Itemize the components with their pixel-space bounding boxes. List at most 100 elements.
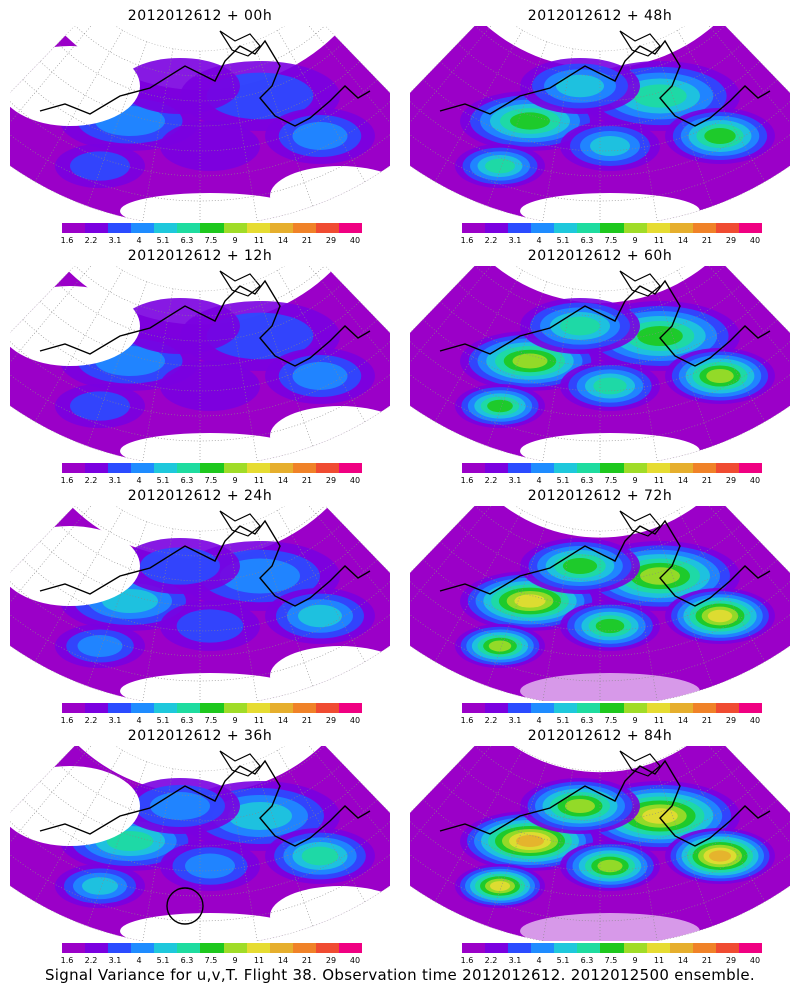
- colorbar-label: 11: [253, 476, 265, 485]
- colorbar-label: 11: [253, 716, 265, 725]
- colorbar-labels: 1.6 2.2 3.1 4 5.1 6.3 7.5 9 11 14 21 29 40: [55, 236, 367, 245]
- colorbar-label: 14: [677, 476, 689, 485]
- colorbar-label: 9: [632, 956, 638, 965]
- colorbar-label: 6.3: [180, 716, 194, 725]
- colorbar-label: 2.2: [484, 476, 498, 485]
- colorbar-label: 14: [677, 236, 689, 245]
- colorbar-label: 21: [701, 236, 713, 245]
- colorbar-label: 29: [325, 476, 337, 485]
- colorbar-label: 3.1: [508, 956, 522, 965]
- colorbar-label: 7.5: [204, 716, 218, 725]
- colorbar-label: 1.6: [60, 956, 74, 965]
- forecast-panel: 2012012612 + 00h 1.6 2.2 3.1 4 5.1 6.3 7.5 9 11 14…: [0, 0, 400, 245]
- colorbar-label: 40: [349, 716, 361, 725]
- colorbar-label: 2.2: [484, 236, 498, 245]
- colorbar-label: 7.5: [604, 476, 618, 485]
- colorbar-labels: 1.6 2.2 3.1 4 5.1 6.3 7.5 9 11 14 21 29 40: [455, 236, 767, 245]
- colorbar: [62, 463, 363, 473]
- colorbar-label: 21: [301, 236, 313, 245]
- colorbar-label: 4: [136, 956, 142, 965]
- colorbar-label: 40: [749, 476, 761, 485]
- colorbar-label: 3.1: [508, 236, 522, 245]
- colorbar-label: 4: [136, 476, 142, 485]
- variance-map: [410, 746, 790, 941]
- colorbar-label: 4: [536, 716, 542, 725]
- colorbar-label: 1.6: [460, 956, 474, 965]
- variance-map: [410, 26, 790, 221]
- colorbar-label: 14: [277, 956, 289, 965]
- colorbar-labels: 1.6 2.2 3.1 4 5.1 6.3 7.5 9 11 14 21 29 40: [455, 476, 767, 485]
- colorbar: [462, 703, 763, 713]
- colorbar-label: 4: [536, 236, 542, 245]
- colorbar: [462, 463, 763, 473]
- colorbar-label: 9: [632, 476, 638, 485]
- colorbar-label: 21: [301, 716, 313, 725]
- colorbar-label: 3.1: [108, 236, 122, 245]
- colorbar-label: 2.2: [84, 956, 98, 965]
- colorbar-label: 40: [749, 236, 761, 245]
- colorbar-label: 11: [653, 956, 665, 965]
- colorbar-label: 6.3: [580, 956, 594, 965]
- colorbar-label: 7.5: [204, 476, 218, 485]
- colorbar-label: 5.1: [556, 476, 570, 485]
- colorbar-labels: 1.6 2.2 3.1 4 5.1 6.3 7.5 9 11 14 21 29 40: [455, 716, 767, 725]
- colorbar-label: 21: [301, 956, 313, 965]
- panel-title: 2012012612 + 72h: [527, 488, 673, 504]
- colorbar-label: 5.1: [156, 956, 170, 965]
- colorbar-label: 29: [725, 236, 737, 245]
- colorbar-label: 3.1: [508, 476, 522, 485]
- colorbar-label: 1.6: [460, 236, 474, 245]
- colorbar-label: 29: [325, 716, 337, 725]
- colorbar-label: 2.2: [484, 716, 498, 725]
- panel-title: 2012012612 + 48h: [527, 8, 673, 24]
- colorbar-label: 4: [536, 956, 542, 965]
- colorbar-label: 5.1: [556, 956, 570, 965]
- colorbar-label: 3.1: [508, 716, 522, 725]
- figure-caption: Signal Variance for u,v,T. Flight 38. Ob…: [44, 966, 756, 984]
- colorbar-label: 40: [349, 956, 361, 965]
- variance-map: [10, 266, 390, 461]
- colorbar-labels: 1.6 2.2 3.1 4 5.1 6.3 7.5 9 11 14 21 29 40: [455, 956, 767, 965]
- colorbar: [462, 943, 763, 953]
- forecast-panel: 2012012612 + 24h 1.6 2.2 3.1 4 5.1 6.3 7.5 9 11 14…: [0, 480, 400, 725]
- colorbar-label: 1.6: [60, 236, 74, 245]
- colorbar-label: 7.5: [204, 956, 218, 965]
- forecast-panel: 2012012612 + 60h 1.6 2.2 3.1 4 5.1 6.3 7.5 9 11 14…: [400, 240, 800, 485]
- colorbar-label: 4: [136, 716, 142, 725]
- forecast-panel: 2012012612 + 36h 1.6 2.2 3.1 4 5.1 6.3 7.5 9 11 14…: [0, 720, 400, 965]
- colorbar-label: 21: [701, 716, 713, 725]
- panel-title: 2012012612 + 24h: [127, 488, 273, 504]
- colorbar-labels: 1.6 2.2 3.1 4 5.1 6.3 7.5 9 11 14 21 29 40: [55, 476, 367, 485]
- colorbar-label: 1.6: [460, 716, 474, 725]
- colorbar-label: 40: [349, 236, 361, 245]
- colorbar-label: 9: [232, 716, 238, 725]
- colorbar-label: 14: [677, 956, 689, 965]
- variance-map: [10, 26, 390, 221]
- colorbar-label: 40: [349, 476, 361, 485]
- colorbar-label: 14: [677, 716, 689, 725]
- colorbar-label: 6.3: [180, 476, 194, 485]
- colorbar-label: 6.3: [180, 236, 194, 245]
- panel-title: 2012012612 + 00h: [127, 8, 273, 24]
- colorbar: [62, 703, 363, 713]
- colorbar-label: 14: [277, 236, 289, 245]
- forecast-panel: 2012012612 + 12h 1.6 2.2 3.1 4 5.1 6.3 7.5 9 11 14…: [0, 240, 400, 485]
- forecast-panel: 2012012612 + 84h 1.6 2.2 3.1 4 5.1 6.3 7.5 9 11 14…: [400, 720, 800, 965]
- variance-map: [410, 506, 790, 701]
- colorbar-label: 2.2: [484, 956, 498, 965]
- colorbar-label: 1.6: [460, 476, 474, 485]
- colorbar-label: 5.1: [556, 236, 570, 245]
- colorbar-label: 21: [701, 956, 713, 965]
- colorbar-label: 29: [725, 956, 737, 965]
- colorbar-label: 21: [701, 476, 713, 485]
- colorbar-label: 29: [325, 236, 337, 245]
- colorbar-label: 9: [232, 476, 238, 485]
- variance-map: [10, 746, 390, 941]
- colorbar-label: 5.1: [156, 236, 170, 245]
- colorbar-label: 6.3: [180, 956, 194, 965]
- colorbar-label: 2.2: [84, 236, 98, 245]
- colorbar-label: 7.5: [204, 236, 218, 245]
- forecast-panel: 2012012612 + 72h 1.6 2.2 3.1 4 5.1 6.3 7.5 9 11 14…: [400, 480, 800, 725]
- colorbar-label: 21: [301, 476, 313, 485]
- colorbar-label: 11: [653, 476, 665, 485]
